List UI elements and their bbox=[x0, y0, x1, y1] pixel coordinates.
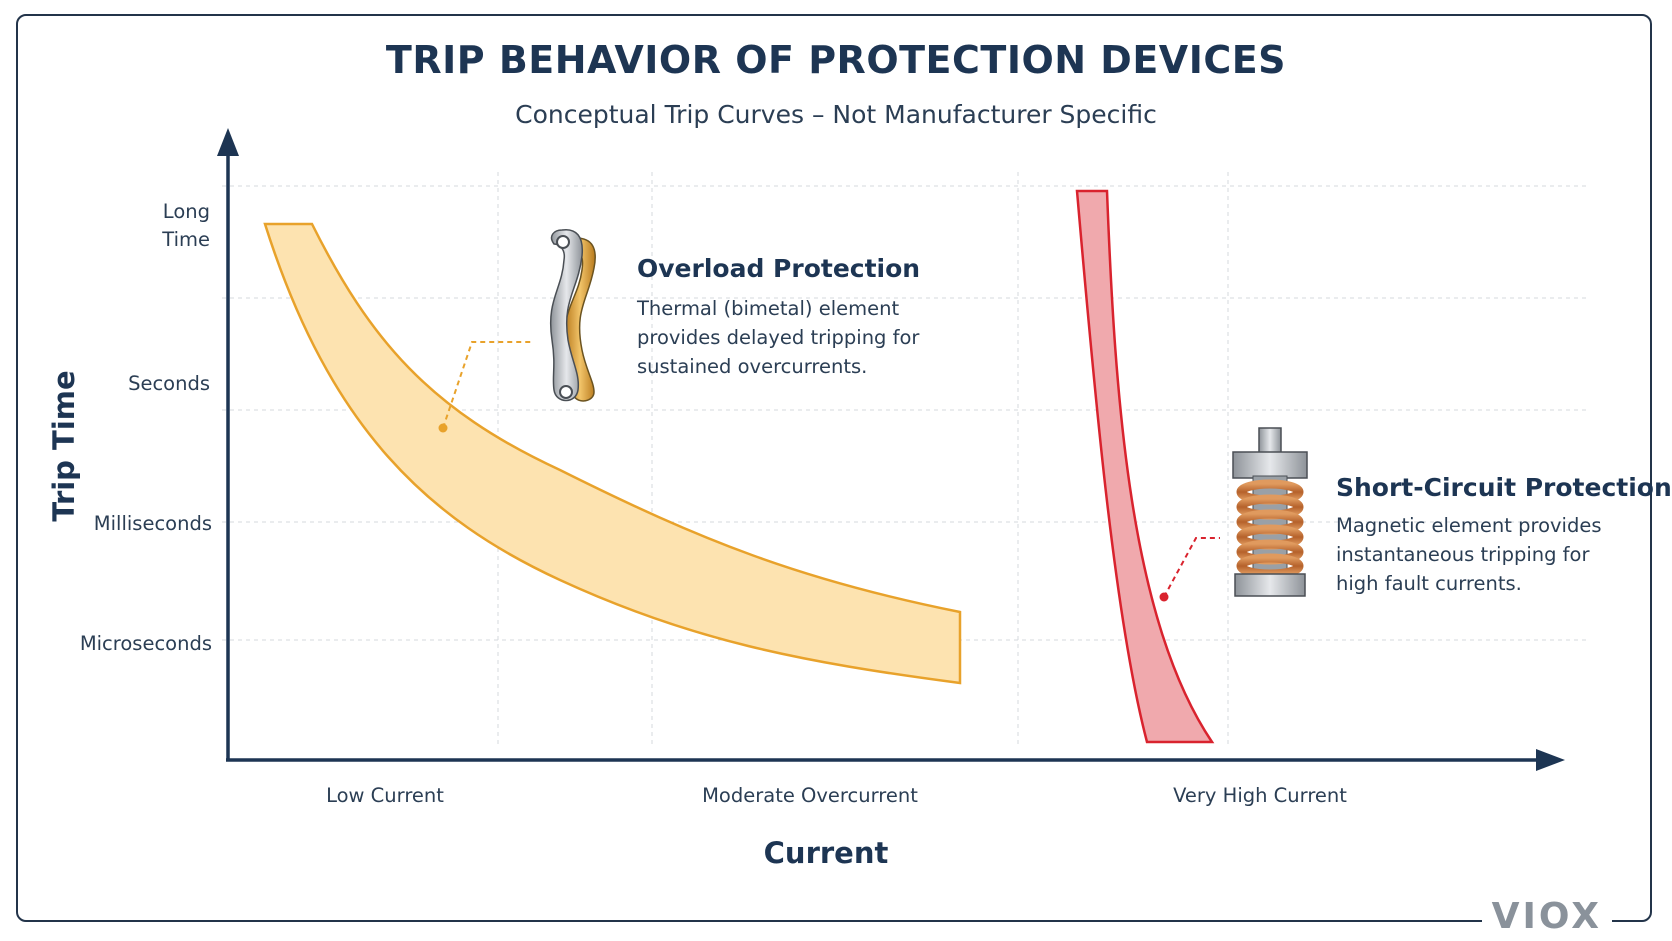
description-line: instantaneous tripping for bbox=[1336, 543, 1590, 566]
short-circuit-protection-title: Short-Circuit Protection bbox=[1336, 473, 1672, 502]
bimetal-strip-icon bbox=[550, 228, 596, 402]
short-circuit-callout bbox=[1159, 537, 1220, 602]
overload-marker-dot bbox=[438, 423, 448, 433]
short-circuit-protection-description: Magnetic element provides instantaneous … bbox=[1336, 511, 1602, 598]
x-tick-label-very-high-current: Very High Current bbox=[1173, 784, 1347, 807]
description-line: high fault currents. bbox=[1336, 572, 1522, 595]
description-line: sustained overcurrents. bbox=[637, 355, 868, 378]
overload-protection-title: Overload Protection bbox=[637, 254, 921, 283]
description-line: Thermal (bimetal) element bbox=[637, 297, 900, 320]
description-line: provides delayed tripping for bbox=[637, 326, 920, 349]
chart-frame bbox=[16, 14, 1652, 922]
y-tick-label-milliseconds: Milliseconds bbox=[94, 512, 212, 535]
magnetic-coil-icon bbox=[1232, 427, 1308, 597]
y-axis-title: Trip Time bbox=[47, 370, 81, 521]
y-tick-label-seconds: Seconds bbox=[128, 372, 210, 395]
x-axis-title: Current bbox=[764, 836, 889, 870]
overload-callout bbox=[438, 341, 533, 433]
x-axis-arrow bbox=[1536, 749, 1565, 771]
x-tick-label-low-current: Low Current bbox=[326, 784, 444, 807]
y-tick-label-microseconds: Microseconds bbox=[80, 632, 212, 655]
chart-subtitle: Conceptual Trip Curves – Not Manufacture… bbox=[515, 100, 1157, 129]
x-tick-label-moderate-overcurrent: Moderate Overcurrent bbox=[702, 784, 918, 807]
y-axis-arrow bbox=[217, 128, 239, 156]
brand-logo: VIOX bbox=[1481, 896, 1612, 937]
chart-title: TRIP BEHAVIOR OF PROTECTION DEVICES bbox=[385, 38, 1287, 82]
y-tick-label-long-time: Time bbox=[161, 228, 210, 251]
overload-protection-band bbox=[263, 222, 962, 685]
description-line: Magnetic element provides bbox=[1336, 514, 1602, 537]
y-tick-label-long-time: Long bbox=[163, 200, 210, 223]
overload-protection-description: Thermal (bimetal) element provides delay… bbox=[637, 294, 919, 381]
axes bbox=[217, 128, 1565, 771]
short-circuit-marker-dot bbox=[1159, 592, 1169, 602]
short-circuit-protection-band bbox=[1075, 189, 1215, 744]
